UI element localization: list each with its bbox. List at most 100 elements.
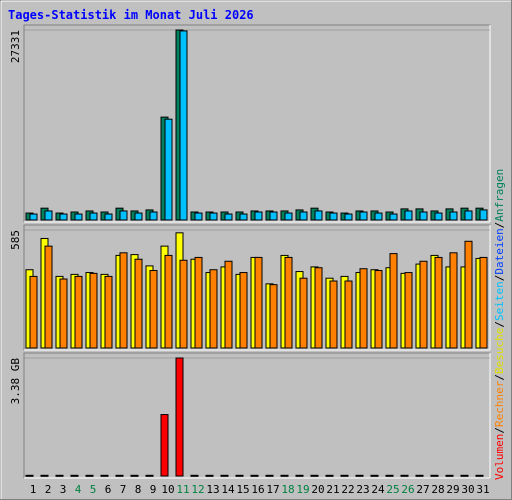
bar	[239, 213, 248, 221]
bar	[404, 210, 413, 221]
bar	[419, 211, 428, 221]
bar	[475, 474, 484, 477]
legend-separator: /	[493, 427, 506, 434]
bar	[404, 272, 413, 349]
bar	[179, 30, 188, 221]
bar	[74, 213, 83, 221]
bar	[269, 284, 278, 349]
legend-separator: /	[493, 275, 506, 282]
bar	[145, 474, 154, 477]
bar	[89, 212, 98, 221]
x-tick-label: 14	[221, 483, 235, 496]
x-tick-label: 9	[150, 483, 157, 496]
bar	[415, 474, 424, 477]
bar	[89, 272, 98, 349]
x-tick-label: 12	[191, 483, 204, 496]
legend-separator: /	[493, 374, 506, 381]
legend: Volumen/Rechner/Besuche/Seiten/Dateien/A…	[493, 169, 506, 480]
bar	[344, 213, 353, 221]
bar	[179, 259, 188, 349]
y-tick-label: 585	[9, 230, 22, 250]
bar	[149, 270, 158, 349]
bar	[254, 211, 263, 221]
x-tick-label: 8	[135, 483, 142, 496]
bar	[329, 212, 338, 221]
x-tick-label: 3	[60, 483, 67, 496]
bar	[134, 258, 143, 349]
bar	[190, 474, 199, 477]
bar	[40, 474, 49, 477]
y-tick-label: 27331	[9, 30, 22, 63]
bar	[134, 212, 143, 221]
bar	[344, 280, 353, 349]
bar	[314, 210, 323, 221]
bar	[224, 213, 233, 221]
bar	[119, 252, 128, 349]
bar	[430, 474, 439, 477]
bar	[434, 256, 443, 349]
legend-separator: /	[493, 321, 506, 328]
bar	[25, 474, 34, 477]
legend-item: Besuche	[493, 328, 506, 374]
bar	[329, 280, 338, 349]
x-tick-label: 15	[236, 483, 249, 496]
bar	[314, 267, 323, 349]
legend-item: Volumen	[493, 434, 506, 480]
bar	[295, 474, 304, 477]
bar	[419, 260, 428, 349]
bar	[149, 211, 158, 221]
bar	[164, 254, 173, 349]
bar	[29, 275, 38, 349]
x-tick-label: 25	[386, 483, 399, 496]
bar	[29, 213, 38, 221]
bar	[224, 260, 233, 349]
bar	[370, 474, 379, 477]
bar	[194, 256, 203, 349]
bar	[340, 474, 349, 477]
x-tick-label: 27	[416, 483, 429, 496]
bar	[449, 211, 458, 221]
bar	[265, 474, 274, 477]
x-tick-label: 19	[296, 483, 309, 496]
panel	[23, 24, 491, 223]
bar	[220, 474, 229, 477]
bar	[280, 474, 289, 477]
bar	[449, 252, 458, 349]
bar	[209, 212, 218, 221]
x-tick-label: 7	[120, 483, 127, 496]
bar	[284, 256, 293, 349]
bar	[59, 278, 68, 349]
bar	[55, 474, 64, 477]
bar	[164, 118, 173, 221]
legend-separator: /	[493, 222, 506, 229]
legend-item: Seiten	[493, 281, 506, 321]
bar	[479, 209, 488, 221]
bar	[194, 212, 203, 221]
bar	[464, 240, 473, 349]
bar	[385, 474, 394, 477]
bar	[74, 275, 83, 349]
x-tick-label: 23	[356, 483, 369, 496]
x-tick-label: 2	[45, 483, 52, 496]
bar	[115, 474, 124, 477]
bar	[389, 253, 398, 349]
x-tick-label: 26	[401, 483, 414, 496]
bar	[355, 474, 364, 477]
bar	[119, 210, 128, 221]
x-tick-label: 30	[461, 483, 474, 496]
x-tick-label: 21	[326, 483, 339, 496]
panel	[23, 352, 491, 479]
bar	[460, 474, 469, 477]
bar	[299, 211, 308, 221]
legend-item: Dateien	[493, 228, 506, 274]
x-tick-label: 1	[30, 483, 37, 496]
x-tick-label: 10	[161, 483, 174, 496]
bar	[464, 210, 473, 221]
bar	[374, 270, 383, 349]
bar	[250, 474, 259, 477]
bar	[239, 272, 248, 349]
bar	[100, 474, 109, 477]
bar	[359, 211, 368, 221]
bar	[434, 212, 443, 221]
